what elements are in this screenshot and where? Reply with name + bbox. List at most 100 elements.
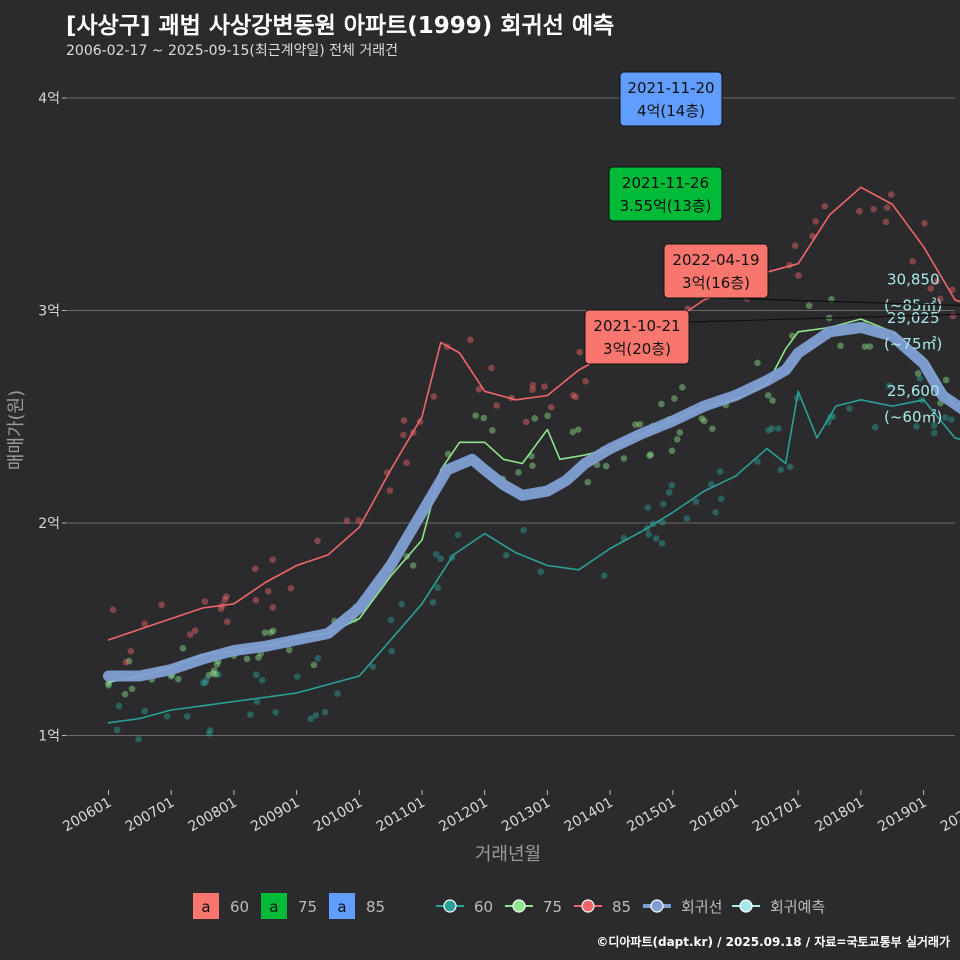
scatter-point-60 <box>253 698 261 705</box>
annotation-price: 3억(16층) <box>682 274 750 292</box>
x-axis-title: 거래년월 <box>475 844 541 865</box>
scatter-point-75 <box>480 414 488 422</box>
x-tick-label: 201601 <box>687 795 741 836</box>
x-tick-label: 201801 <box>813 795 867 836</box>
scatter-point-60 <box>247 711 254 718</box>
endpoint-area: (~75㎡) <box>884 335 942 353</box>
scatter-point-85 <box>570 392 577 399</box>
scatter-point-75 <box>646 452 653 460</box>
scatter-point-60 <box>272 708 279 716</box>
scatter-point-85 <box>400 431 407 439</box>
scatter-point-75 <box>472 412 479 419</box>
scatter-point-85 <box>269 556 276 563</box>
legend-item-box: a 75 <box>261 893 317 919</box>
legend-item-line: 85 <box>574 898 631 916</box>
scatter-point-60 <box>201 679 209 687</box>
legend-item-box: a 60 <box>193 893 249 919</box>
scatter-point-60 <box>115 702 123 710</box>
scatter-point-75 <box>569 428 577 436</box>
annotations: 2021-11-204억(14층)2021-11-263.55억(13층)202… <box>584 71 960 365</box>
scatter-point-85 <box>264 587 272 595</box>
scatter-point-85 <box>933 277 941 285</box>
scatter-point-85 <box>251 565 259 573</box>
annotation-callout: 2022-04-19 3억(16층) <box>663 243 960 306</box>
scatter-point-85 <box>109 606 117 614</box>
scatter-point-60 <box>135 735 142 743</box>
x-tick-label: 200601 <box>60 795 114 836</box>
scatter-point-75 <box>121 690 129 698</box>
scatter-point-85 <box>882 218 890 226</box>
scatter-point-60 <box>141 707 149 715</box>
legend-dot-key <box>443 899 457 913</box>
scatter-point-85 <box>909 258 917 265</box>
legend-label: 75 <box>543 898 562 916</box>
scatter-point-85 <box>856 207 863 215</box>
scatter-point-85 <box>791 242 799 250</box>
scatter-point-75 <box>698 415 706 422</box>
x-tick-label: 200901 <box>248 795 302 836</box>
scatter-point-75 <box>914 370 922 377</box>
annotation-date: 2022-04-19 <box>672 251 759 269</box>
scatter-point-60 <box>683 515 691 522</box>
legend-swatch <box>329 893 355 919</box>
scatter-point-75 <box>211 667 218 674</box>
scatter-point-60 <box>846 405 853 412</box>
scatter-point-60 <box>659 500 667 508</box>
legend-label: 85 <box>366 898 385 916</box>
scatter-point-85 <box>252 596 260 604</box>
legend-item-box: a 85 <box>329 893 385 919</box>
scatter-point-60 <box>712 509 719 516</box>
legend-item-line: 60 <box>436 898 493 916</box>
scatter-point-85 <box>343 517 351 525</box>
legend-item-line: 75 <box>505 898 562 916</box>
page-subtitle: 2006-02-17 ~ 2025-09-15(최근계약일) 전체 거래건 <box>66 43 398 59</box>
scatter-point-85 <box>355 517 363 524</box>
scatter-point-85 <box>493 402 500 409</box>
scatter-point-85 <box>430 393 438 400</box>
legend-item-line: 회귀선 <box>643 898 722 916</box>
scatter-point-85 <box>386 487 394 494</box>
scatter-point-85 <box>921 220 928 227</box>
scatter-point-60 <box>692 498 700 506</box>
annotation-price: 3.55억(13층) <box>620 197 712 215</box>
scatter-point-60 <box>716 468 724 475</box>
scatter-point-75 <box>754 359 761 367</box>
series-line-60 <box>107 390 960 724</box>
series-line-75 <box>107 318 960 684</box>
scatter-point-75 <box>310 661 318 669</box>
x-tick-label: 200701 <box>123 795 177 836</box>
series-lines <box>103 186 960 724</box>
scatter-point-60 <box>913 423 920 430</box>
scatter-point-60 <box>203 676 210 684</box>
endpoint-value: 29,025 <box>887 309 940 327</box>
scatter-point-60 <box>502 551 510 559</box>
x-tick-label: 201401 <box>562 795 616 836</box>
scatter-point-75 <box>212 671 219 678</box>
scatter-point-85 <box>547 403 555 411</box>
scatter-point-75 <box>267 629 274 636</box>
scatter-point-75 <box>584 478 592 486</box>
scatter-point-60 <box>652 535 660 542</box>
scatter-point-85 <box>821 203 829 210</box>
scatter-point-85 <box>314 537 321 545</box>
scatter-point-60 <box>207 727 214 734</box>
scatter-point-60 <box>437 555 445 562</box>
scatter-point-75 <box>647 451 655 458</box>
scatter-point-75 <box>658 400 665 408</box>
scatter-point-60 <box>930 422 938 429</box>
scatter-point-85 <box>572 393 579 401</box>
scatter-point-60 <box>388 647 395 655</box>
annotation-box <box>619 71 723 127</box>
scatter-point-75 <box>764 392 772 399</box>
x-tick-label: 201201 <box>436 795 490 836</box>
legend-glyph: a <box>269 898 278 916</box>
scatter-point-75 <box>285 646 293 654</box>
scatter-point-75 <box>209 670 217 677</box>
scatter-point-75 <box>174 675 182 683</box>
scatter-point-75 <box>128 685 136 693</box>
scatter-point-75 <box>632 421 639 428</box>
scatter-point-60 <box>786 463 794 471</box>
scatter-point-60 <box>775 425 782 432</box>
y-tick-label: 2억 <box>38 516 60 532</box>
